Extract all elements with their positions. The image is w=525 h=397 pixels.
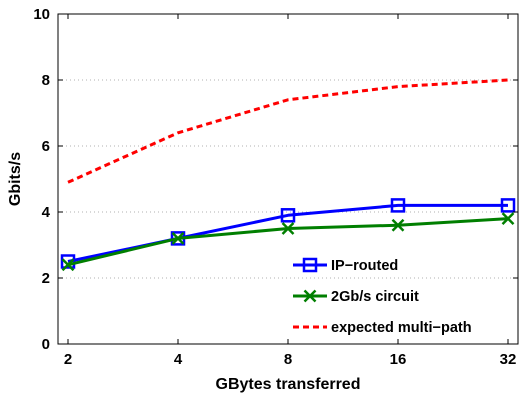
legend: IP−routed 2Gb/s circuit expected multi−pat… — [293, 257, 472, 336]
x-tick-label: 16 — [390, 351, 407, 368]
marker-stroke — [391, 218, 405, 232]
plot-area — [58, 14, 518, 344]
x-tick-label: 2 — [64, 351, 72, 368]
grid-lines — [58, 79, 518, 279]
data-point-0-4 — [500, 198, 516, 213]
y-tick-label: 8 — [42, 72, 50, 89]
marker-stroke — [171, 232, 185, 245]
series-line-2 — [67, 78, 509, 184]
data-point-1-4 — [501, 212, 515, 225]
legend-marker-1 — [303, 289, 317, 303]
data-point-0-2 — [280, 208, 296, 223]
data-point-0-3 — [390, 198, 406, 213]
marker-stroke — [61, 258, 75, 272]
series-layer — [60, 78, 516, 272]
x-tick-label: 4 — [174, 351, 183, 368]
data-point-1-1 — [171, 232, 185, 245]
y-tick-label: 6 — [42, 138, 50, 155]
data-point-1-0 — [61, 258, 75, 272]
x-tick-label: 8 — [284, 351, 292, 368]
legend-label-2: expected multi−path — [331, 320, 472, 336]
x-axis-title: GBytes transferred — [216, 376, 361, 393]
legend-label-0: IP−routed — [331, 258, 398, 274]
data-point-0-0 — [60, 254, 76, 269]
marker-stroke — [303, 289, 317, 303]
y-tick-label: 10 — [33, 6, 50, 23]
marker-stroke — [281, 222, 295, 235]
y-tick-label: 2 — [42, 270, 50, 287]
data-point-1-2 — [281, 222, 295, 235]
y-axis-title: Gbits/s — [7, 152, 24, 206]
y-tick-label: 0 — [42, 336, 50, 353]
data-point-1-3 — [391, 218, 405, 232]
marker-stroke — [501, 212, 515, 225]
legend-marker-0 — [302, 257, 318, 273]
x-tick-label: 32 — [500, 351, 517, 368]
legend-label-1: 2Gb/s circuit — [331, 289, 419, 305]
y-tick-label: 4 — [42, 204, 51, 221]
